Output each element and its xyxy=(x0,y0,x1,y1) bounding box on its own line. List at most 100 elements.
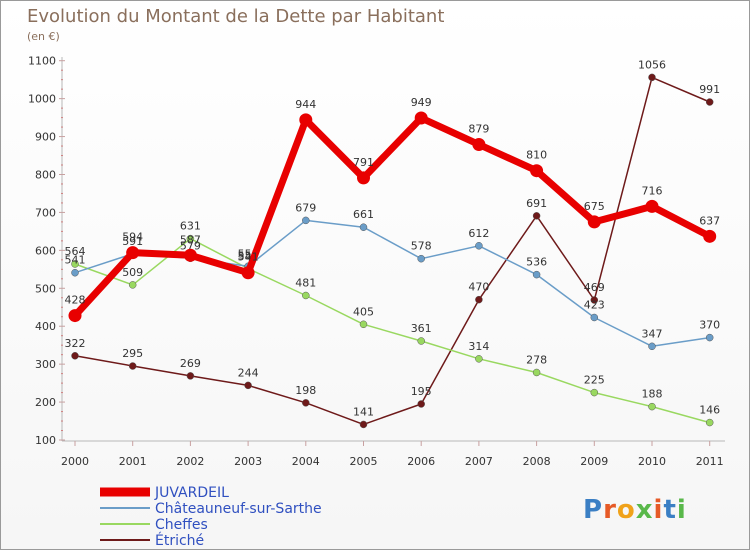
data-point xyxy=(186,372,195,380)
svg-text:Proxiti: Proxiti xyxy=(583,495,687,525)
data-point xyxy=(183,248,197,262)
data-label: 244 xyxy=(238,366,259,379)
data-point xyxy=(302,216,310,225)
data-point xyxy=(241,266,255,280)
x-tick-label: 2010 xyxy=(638,455,666,468)
series-3: 322 295 269 244 198 141 195 470 691 469 1056 991 xyxy=(65,58,720,429)
data-point xyxy=(357,171,370,185)
x-tick-label: 2006 xyxy=(407,455,435,468)
data-point xyxy=(359,420,368,429)
data-label: 225 xyxy=(584,374,605,387)
data-point xyxy=(302,291,310,300)
data-point xyxy=(128,281,137,289)
data-point xyxy=(590,313,599,322)
y-tick-label: 100 xyxy=(35,434,56,447)
data-label: 879 xyxy=(468,123,489,136)
data-point xyxy=(359,223,368,231)
data-point xyxy=(532,270,541,279)
data-point xyxy=(530,164,544,178)
x-tick-label: 2011 xyxy=(696,455,724,468)
data-point xyxy=(186,234,195,243)
y-tick-label: 300 xyxy=(35,358,56,371)
x-tick-label: 2008 xyxy=(523,455,551,468)
data-label: 587 xyxy=(180,233,201,246)
data-point xyxy=(590,388,599,397)
data-label: 469 xyxy=(584,281,605,294)
data-label: 198 xyxy=(295,384,316,397)
chart-title: Evolution du Montant de la Dette par Hab… xyxy=(27,6,444,27)
x-tick-label: 2002 xyxy=(176,455,204,468)
data-point xyxy=(359,320,368,329)
data-point xyxy=(648,342,656,351)
data-label: 949 xyxy=(411,96,432,109)
data-label: 428 xyxy=(65,294,86,307)
data-point xyxy=(417,400,425,408)
data-label: 579 xyxy=(180,239,201,252)
data-label: 1056 xyxy=(638,58,666,71)
x-axis-ticks: 2000 2001 2002 2003 2004 2005 2006 2007 2008 2009… xyxy=(61,441,724,468)
y-axis-ticks: 100 200 300 400 500 600 700 800 900 1000 1100 xyxy=(28,55,65,447)
series-layer: 322 295 269 244 198 141 195 470 691 469 1056 991 564… xyxy=(65,58,720,429)
legend-label: Châteauneuf-sur-Sarthe xyxy=(155,501,322,517)
data-point xyxy=(705,418,714,427)
data-label: 509 xyxy=(122,266,143,279)
data-label: 370 xyxy=(699,319,720,332)
data-label: 810 xyxy=(526,149,547,162)
data-label: 541 xyxy=(65,254,86,267)
y-tick-label: 600 xyxy=(35,244,56,257)
data-label: 481 xyxy=(295,276,316,289)
data-point xyxy=(475,295,483,304)
data-label: 691 xyxy=(526,197,547,210)
data-point xyxy=(705,98,714,106)
y-tick-label: 900 xyxy=(35,131,56,144)
data-point xyxy=(648,402,656,411)
data-label: 991 xyxy=(699,83,720,96)
data-point xyxy=(648,73,656,82)
y-tick-label: 700 xyxy=(35,206,56,219)
data-label: 314 xyxy=(468,340,489,353)
data-label: 675 xyxy=(584,200,605,213)
data-label: 637 xyxy=(699,214,720,227)
data-point xyxy=(302,399,310,407)
series-line xyxy=(74,237,710,424)
legend-label: Étriché xyxy=(155,532,204,549)
data-label: 536 xyxy=(526,256,547,269)
data-label: 361 xyxy=(411,322,432,335)
data-label: 679 xyxy=(295,201,316,214)
legend-label: Cheffes xyxy=(155,517,208,533)
data-point xyxy=(299,113,313,127)
y-tick-label: 800 xyxy=(35,168,56,181)
data-point xyxy=(532,368,541,377)
data-point xyxy=(68,309,82,323)
data-label: 195 xyxy=(411,385,432,398)
y-tick-label: 400 xyxy=(35,320,56,333)
y-tick-label: 1000 xyxy=(28,93,56,106)
data-point xyxy=(71,352,79,360)
data-label: 470 xyxy=(468,281,489,294)
data-point xyxy=(590,296,599,304)
data-point xyxy=(244,381,252,390)
y-tick-label: 1100 xyxy=(28,55,56,68)
data-label: 322 xyxy=(65,337,86,350)
data-point xyxy=(475,355,483,363)
data-point xyxy=(128,362,137,370)
data-point xyxy=(414,111,428,125)
data-point xyxy=(472,138,486,152)
x-tick-label: 2003 xyxy=(234,455,262,468)
x-tick-label: 2005 xyxy=(350,455,378,468)
data-point xyxy=(532,212,541,220)
data-point xyxy=(475,242,483,250)
data-point xyxy=(645,199,659,213)
chart-subtitle: (en €) xyxy=(27,30,60,43)
data-label: 791 xyxy=(353,156,374,169)
data-point xyxy=(705,333,714,342)
data-label: 295 xyxy=(122,347,143,360)
data-label: 269 xyxy=(180,357,201,370)
data-label: 188 xyxy=(642,388,663,401)
series-line xyxy=(72,114,712,318)
series-0: 428 594 587 541 944 791 949 879 810 675 716 637 xyxy=(65,96,720,323)
